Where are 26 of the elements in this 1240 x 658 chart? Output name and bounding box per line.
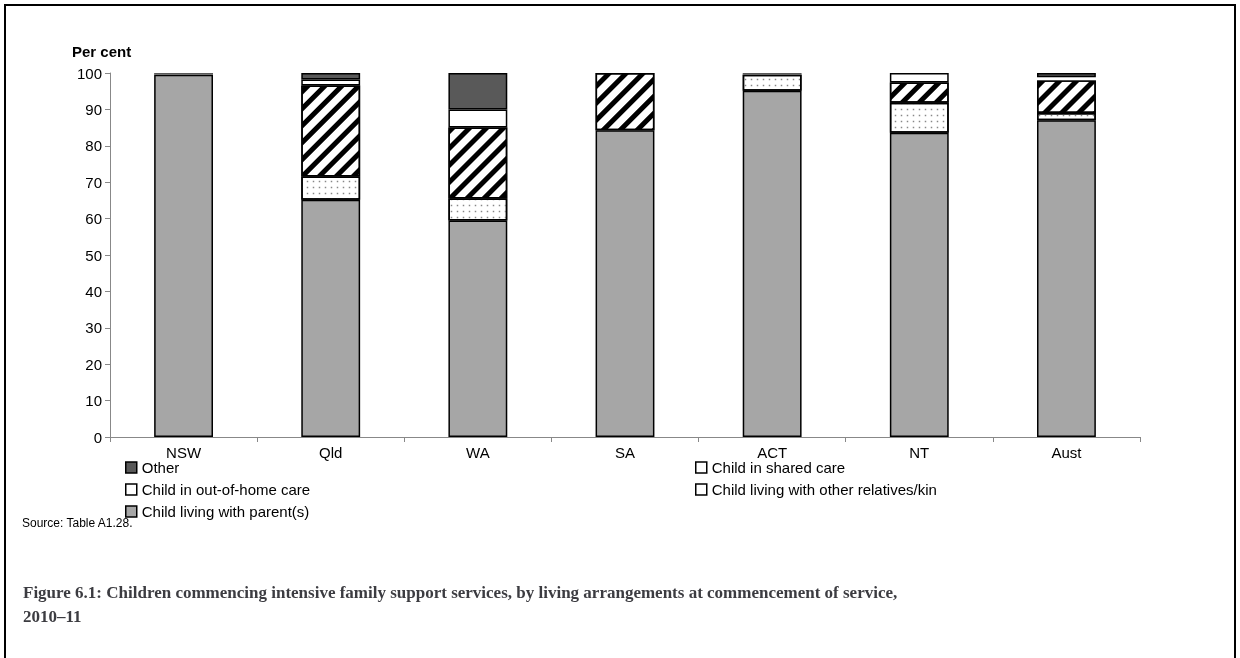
legend-label: Child living with other relatives/kin — [711, 481, 937, 498]
y-axis-title: Per cent — [72, 43, 132, 60]
y-tick-label: 20 — [85, 355, 102, 373]
y-tick-label: 60 — [85, 210, 102, 228]
x-tick-label: SA — [614, 444, 636, 461]
x-tick-label: NT — [909, 444, 930, 461]
y-tick-label: 0 — [93, 428, 102, 446]
legend-label: Child in shared care — [711, 459, 846, 476]
y-tick-label: 40 — [85, 282, 102, 300]
legend-label: Other — [141, 459, 180, 476]
x-tick-label: Aust — [1051, 444, 1083, 461]
x-tick-label: Qld — [319, 444, 343, 461]
legend-label: Child living with parent(s) — [141, 503, 310, 520]
x-tick-label: NSW — [166, 444, 202, 461]
x-tick-label: WA — [466, 444, 490, 461]
text: Figure 6.1: Children commencing intensive family support services, by living arrangements at commencement of service, 2010–11 — [23, 582, 902, 626]
y-tick-label: 100 — [76, 64, 102, 82]
y-tick-label: 90 — [85, 100, 102, 118]
source-note: Source: Table A1.28. — [22, 516, 133, 530]
y-tick-label: 50 — [85, 246, 102, 264]
y-tick-label: 80 — [85, 137, 102, 155]
legend-label: Child in out-of-home care — [141, 481, 311, 498]
y-tick-label: 30 — [85, 319, 102, 337]
y-tick-label: 10 — [85, 392, 102, 410]
x-tick-label: ACT — [757, 444, 788, 461]
y-tick-label: 70 — [85, 173, 102, 191]
